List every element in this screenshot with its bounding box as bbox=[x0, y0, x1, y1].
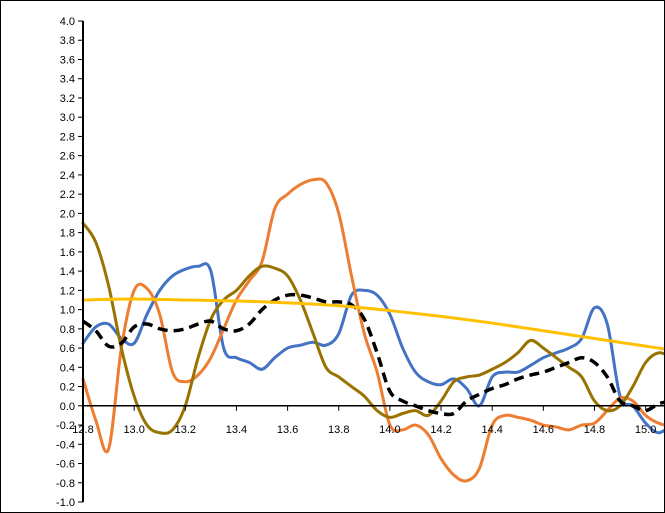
y-tick-label: 3.4 bbox=[60, 74, 75, 86]
x-tick-label: 13.4 bbox=[226, 424, 247, 436]
y-tick-label: 3.8 bbox=[60, 35, 75, 47]
y-tick-label: 1.6 bbox=[60, 247, 75, 259]
series-layer bbox=[81, 177, 664, 483]
series-line-2 bbox=[81, 177, 664, 483]
y-tick-label: 2.8 bbox=[60, 131, 75, 143]
y-tick-label: -0.6 bbox=[56, 459, 75, 471]
y-tick-label: 0.6 bbox=[60, 343, 75, 355]
y-tick-label: -0.2 bbox=[56, 420, 75, 432]
x-tick-label: 12.8 bbox=[72, 424, 93, 436]
x-tick-label: 15.0 bbox=[635, 424, 656, 436]
x-tick-label: 13.2 bbox=[175, 424, 196, 436]
axes-layer bbox=[78, 20, 664, 503]
series-line-3 bbox=[81, 221, 664, 435]
y-tick-label: -1.0 bbox=[56, 497, 75, 509]
x-tick-label: 14.8 bbox=[584, 424, 605, 436]
x-tick-label: 13.0 bbox=[123, 424, 144, 436]
x-tick-label: 14.6 bbox=[533, 424, 554, 436]
series-line-1 bbox=[81, 262, 664, 435]
y-tick-label: -0.8 bbox=[56, 478, 75, 490]
y-tick-label: 2.0 bbox=[60, 208, 75, 220]
x-tick-label: 13.8 bbox=[328, 424, 349, 436]
series-line-5 bbox=[81, 297, 664, 351]
x-tick-label: 14.0 bbox=[379, 424, 400, 436]
y-tick-label: 0.4 bbox=[60, 362, 75, 374]
x-tick-label: 14.2 bbox=[430, 424, 451, 436]
x-tick-label: 13.6 bbox=[277, 424, 298, 436]
y-tick-label: 0.0 bbox=[60, 401, 75, 413]
y-tick-label: 1.8 bbox=[60, 228, 75, 240]
y-tick-label: 4.0 bbox=[60, 16, 75, 28]
y-tick-label: 3.2 bbox=[60, 93, 75, 105]
y-tick-label: 0.8 bbox=[60, 324, 75, 336]
x-tick-label: 14.4 bbox=[481, 424, 502, 436]
y-tick-label: 1.2 bbox=[60, 285, 75, 297]
y-tick-label: 0.2 bbox=[60, 382, 75, 394]
y-tick-label: 1.0 bbox=[60, 305, 75, 317]
series-line-4 bbox=[81, 292, 664, 417]
y-tick-label: 2.6 bbox=[60, 151, 75, 163]
y-tick-label: 3.6 bbox=[60, 54, 75, 66]
labels-layer: -1.0 -0.8 -0.6 -0.4 -0.2 0.0 0.2 0.4 0.6 0.8 1.0 1.… bbox=[56, 16, 656, 509]
y-tick-label: 2.2 bbox=[60, 189, 75, 201]
y-tick-label: 1.4 bbox=[60, 266, 75, 278]
y-tick-label: 2.4 bbox=[60, 170, 75, 182]
y-tick-label: 3.0 bbox=[60, 112, 75, 124]
y-tick-label: -0.4 bbox=[56, 439, 75, 451]
